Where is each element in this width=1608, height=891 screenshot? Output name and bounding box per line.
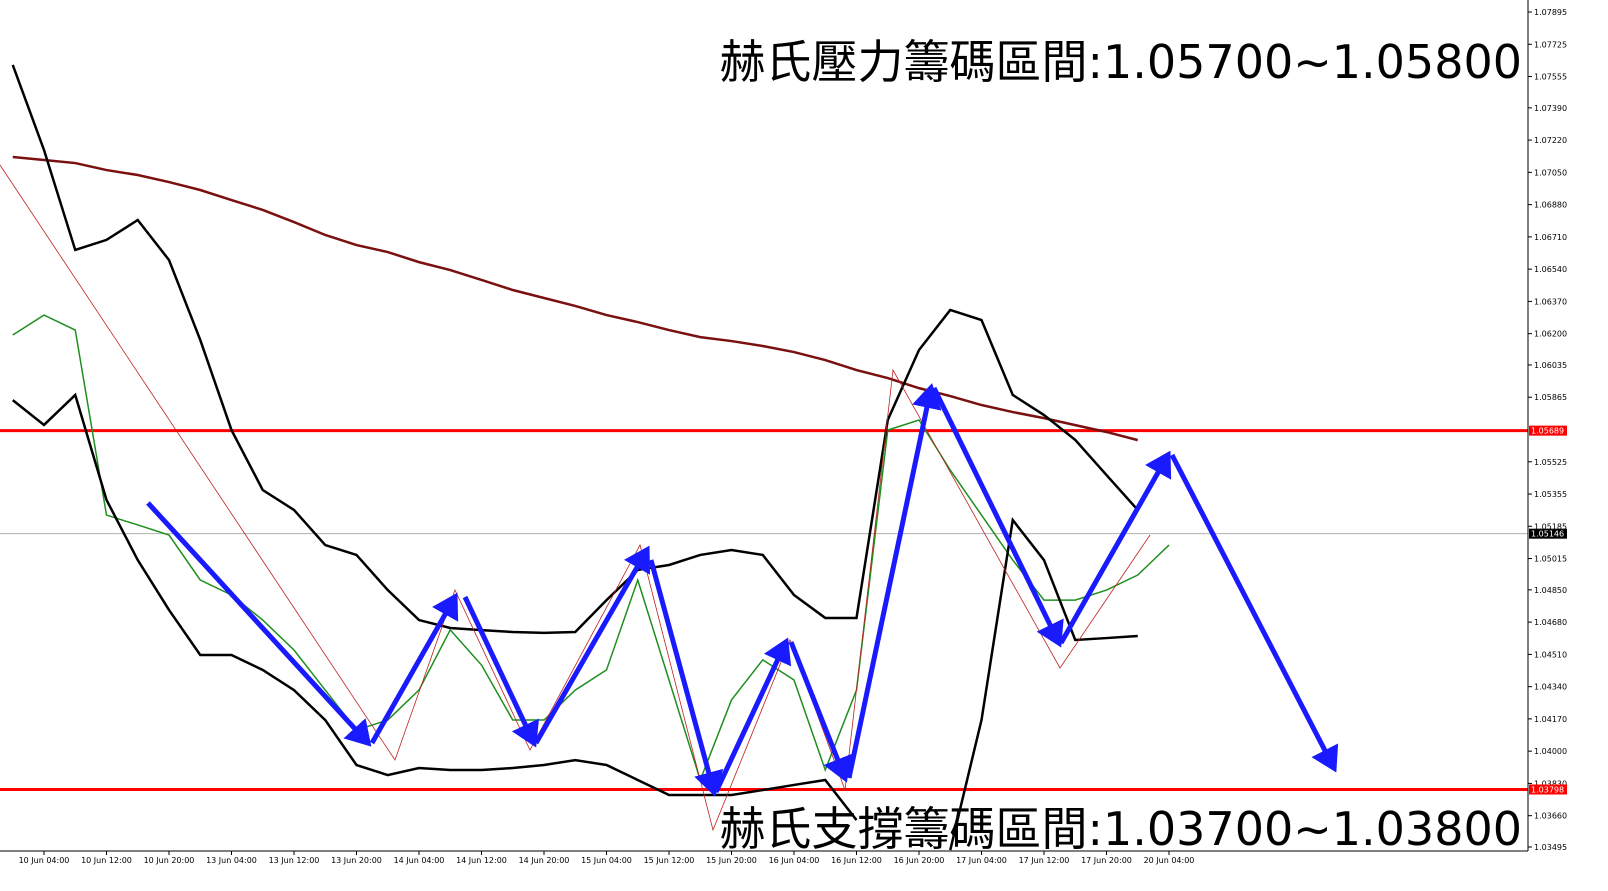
x-tick-label: 13 Jun 20:00 (331, 856, 382, 865)
x-tick-label: 16 Jun 20:00 (894, 856, 945, 865)
x-tick-label: 14 Jun 20:00 (519, 856, 570, 865)
plot-area (0, 64, 1528, 851)
level-label: 1.03798 (1531, 785, 1564, 794)
y-tick-label: 1.05015 (1534, 555, 1567, 564)
y-tick-label: 1.04340 (1534, 683, 1567, 692)
y-tick-label: 1.06710 (1534, 233, 1567, 242)
y-tick-label: 1.04170 (1534, 715, 1567, 724)
x-tick-label: 15 Jun 12:00 (644, 856, 695, 865)
x-tick-label: 17 Jun 20:00 (1081, 856, 1132, 865)
annotation: 赫氏支撐籌碼區間:1.03700~1.03800 (720, 802, 1522, 856)
annotation: 赫氏壓力籌碼區間:1.05700~1.05800 (720, 35, 1522, 89)
x-tick-label: 14 Jun 12:00 (456, 856, 507, 865)
level-label: 1.05146 (1531, 530, 1564, 539)
y-tick-label: 1.05355 (1534, 490, 1567, 499)
series-line (949, 516, 1138, 851)
level-tag (1529, 425, 1567, 436)
x-tick-label: 15 Jun 20:00 (706, 856, 757, 865)
y-tick-label: 1.04510 (1534, 650, 1567, 659)
y-tick-label: 1.06370 (1534, 297, 1567, 306)
level-label: 1.05689 (1531, 427, 1564, 436)
x-tick-label: 13 Jun 04:00 (206, 856, 257, 865)
x-tick-label: 10 Jun 20:00 (144, 856, 195, 865)
level-tag (1529, 528, 1567, 539)
y-tick-label: 1.03660 (1534, 812, 1567, 821)
y-tick-label: 1.07725 (1534, 40, 1567, 49)
x-tick-label: 14 Jun 04:00 (394, 856, 445, 865)
y-tick-label: 1.06540 (1534, 265, 1567, 274)
level-tag (1529, 784, 1567, 795)
y-tick-label: 1.04680 (1534, 618, 1567, 627)
x-tick-label: 16 Jun 12:00 (831, 856, 882, 865)
y-tick-label: 1.05185 (1534, 522, 1567, 531)
y-tick-label: 1.06880 (1534, 201, 1567, 210)
x-tick-label: 15 Jun 04:00 (581, 856, 632, 865)
y-tick-label: 1.06200 (1534, 330, 1567, 339)
y-tick-label: 1.05525 (1534, 458, 1567, 467)
x-tick-label: 13 Jun 12:00 (269, 856, 320, 865)
y-tick-label: 1.05865 (1534, 393, 1567, 402)
y-tick-label: 1.07555 (1534, 73, 1567, 82)
y-tick-label: 1.07895 (1534, 8, 1567, 17)
y-tick-label: 1.06035 (1534, 361, 1567, 370)
series-line (11, 64, 1139, 635)
arrows (146, 383, 1339, 797)
y-tick-label: 1.04850 (1534, 586, 1567, 595)
x-tick-label: 16 Jun 04:00 (769, 856, 820, 865)
x-tick-label: 10 Jun 04:00 (19, 856, 70, 865)
y-tick-label: 1.04000 (1534, 747, 1567, 756)
y-tick-label: 1.07390 (1534, 104, 1567, 113)
series-line (12, 314, 1170, 783)
y-tick-label: 1.03495 (1534, 843, 1567, 852)
y-tick-label: 1.03830 (1534, 779, 1567, 788)
x-tick-label: 10 Jun 12:00 (81, 856, 132, 865)
x-tick-label: 17 Jun 04:00 (956, 856, 1007, 865)
y-tick-label: 1.07050 (1534, 168, 1567, 177)
y-tick-label: 1.07220 (1534, 136, 1567, 145)
x-tick-label: 20 Jun 04:00 (1144, 856, 1195, 865)
zigzag (0, 164, 1151, 832)
x-tick-label: 17 Jun 12:00 (1019, 856, 1070, 865)
series-line (12, 155, 1139, 442)
